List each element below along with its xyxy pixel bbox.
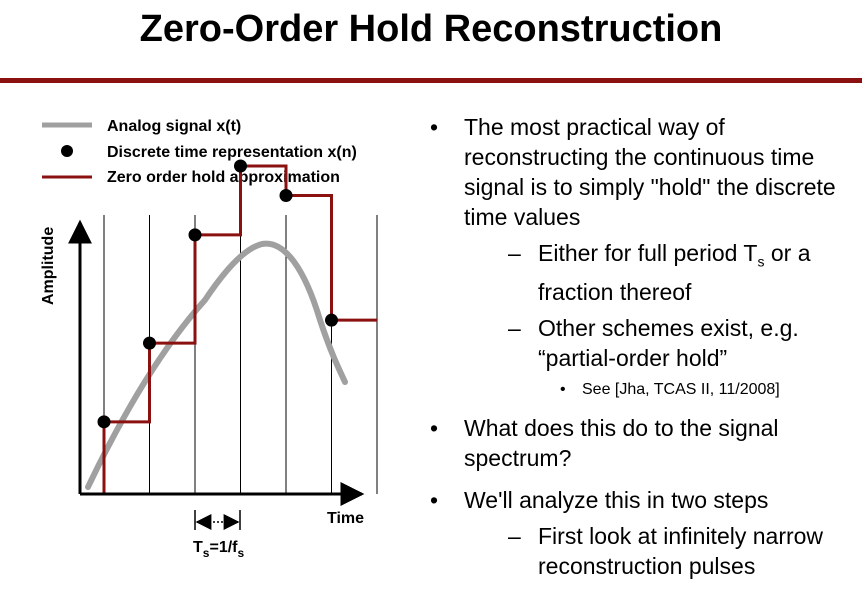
legend-zoh-label: Zero order hold approximation (107, 169, 340, 186)
legend-discrete-swatch (61, 145, 73, 157)
bullet-item: • What does this do to the signal spectr… (430, 413, 855, 473)
zoh-staircase (102, 164, 377, 494)
bullet-text: We'll analyze this in two steps (464, 486, 769, 513)
sub-bullet-item: – Other schemes exist, e.g. “partial-ord… (464, 313, 855, 401)
x-axis-label: Time (327, 510, 364, 527)
bullet-marker: • (430, 414, 439, 441)
sub-bullet-item: – Either for full period Ts or a fractio… (464, 238, 855, 307)
bullet-text: The most practical way of reconstructing… (464, 114, 836, 230)
dash-marker: – (508, 522, 521, 549)
sample-point (325, 313, 338, 327)
sample-point (143, 336, 156, 350)
sub-sub-bullet-item: • See [Jha, TCAS II, 11/2008] (464, 379, 855, 401)
title-rule (0, 78, 862, 83)
period-label: Ts=1/fs (193, 539, 244, 560)
bullet-item: • We'll analyze this in two steps – Firs… (430, 485, 855, 581)
sub-bullet-text: First look at infinitely narrow reconstr… (538, 522, 824, 579)
legend-analog-label: Analog signal x(t) (107, 118, 241, 135)
sample-point (97, 415, 111, 429)
bullet-item: • The most practical way of reconstructi… (430, 112, 855, 401)
y-axis-label: Amplitude (40, 227, 57, 305)
sub-bullet-text: Other schemes exist, e.g. “partial-order… (538, 314, 799, 371)
bullet-marker: • (560, 380, 566, 398)
dash-marker: – (508, 314, 521, 341)
sub-sub-bullet-text: See [Jha, TCAS II, 11/2008] (582, 380, 780, 398)
legend-discrete-label: Discrete time representation x(n) (107, 144, 357, 161)
bullet-text: What does this do to the signal spectrum… (464, 414, 779, 471)
sample-point (279, 189, 293, 203)
sub-bullet-text: Either for full period Ts or a fraction … (538, 240, 811, 305)
sub-bullet-item: – First look at infinitely narrow recons… (464, 521, 855, 581)
analog-signal-curve (85, 240, 348, 490)
sample-point (188, 228, 202, 242)
dash-marker: – (508, 240, 521, 266)
page-title: Zero-Order Hold Reconstruction (139, 8, 723, 50)
bullet-list: • The most practical way of reconstructi… (430, 112, 855, 593)
bullet-marker: • (430, 486, 439, 513)
bullet-marker: • (430, 114, 439, 140)
sample-point (234, 159, 247, 173)
zoh-diagram: Analog signal x(t) Discrete time represe… (40, 118, 378, 560)
